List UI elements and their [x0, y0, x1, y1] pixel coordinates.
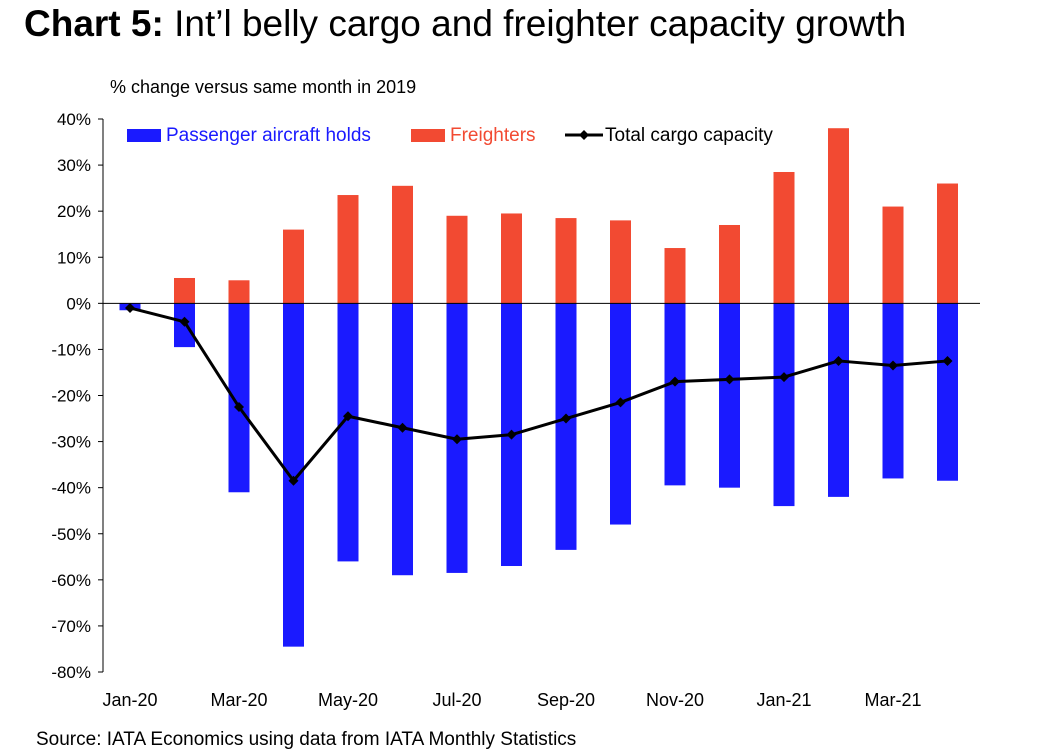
y-tick-label: 20%	[57, 202, 91, 221]
passenger-bar	[555, 303, 577, 550]
y-tick-label: -60%	[51, 571, 91, 590]
y-axis-label: % change versus same month in 2019	[110, 77, 417, 97]
y-tick-label: -40%	[51, 479, 91, 498]
freighter-bar	[828, 128, 849, 304]
passenger-bar	[828, 303, 849, 497]
total-capacity-point	[724, 374, 735, 385]
freighter-bar	[283, 229, 304, 304]
passenger-bar	[773, 303, 795, 507]
total-capacity-point	[779, 372, 789, 383]
freighter-bar	[882, 206, 904, 304]
total-capacity-point	[397, 422, 408, 433]
y-tick-label: -50%	[51, 525, 91, 544]
legend-marker-total	[579, 130, 589, 140]
x-tick-label: Jan-20	[102, 690, 157, 710]
freighter-bar	[664, 248, 686, 304]
total-capacity-point	[179, 316, 190, 327]
legend-label-total: Total cargo capacity	[605, 125, 773, 146]
y-tick-label: 0%	[66, 294, 91, 313]
total-capacity-point	[670, 376, 680, 387]
total-capacity-point	[561, 413, 571, 424]
y-tick-label: -20%	[51, 387, 91, 406]
x-tick-label: Sep-20	[537, 690, 595, 710]
freighter-bar	[228, 280, 250, 304]
chart-title: Chart 5: Int’l belly cargo and freighter…	[24, 2, 906, 46]
freighter-bar	[719, 224, 740, 304]
total-capacity-point	[288, 475, 299, 486]
freighter-bar	[773, 171, 795, 304]
legend-label-freighter: Freighters	[450, 125, 536, 146]
y-tick-label: -30%	[51, 433, 91, 452]
y-tick-label: -70%	[51, 617, 91, 636]
passenger-bar	[337, 303, 359, 562]
total-capacity-line	[129, 306, 948, 483]
total-capacity-point	[506, 429, 517, 440]
y-tick-label: -80%	[51, 663, 91, 682]
y-tick-label: 10%	[57, 248, 91, 267]
freighter-bar	[937, 183, 958, 304]
passenger-bar	[719, 303, 740, 488]
passenger-bar	[937, 303, 958, 481]
y-tick-label: -10%	[51, 340, 91, 359]
legend-label-passenger: Passenger aircraft holds	[166, 125, 371, 146]
y-tick-label: 30%	[57, 156, 91, 175]
x-tick-label: Nov-20	[646, 690, 704, 710]
total-capacity-point	[942, 355, 953, 366]
total-capacity-point	[234, 402, 244, 413]
total-capacity-point	[125, 302, 135, 313]
total-capacity-point	[452, 434, 462, 445]
freighter-bar	[610, 220, 631, 304]
x-tick-label: Jul-20	[432, 690, 481, 710]
passenger-bar	[610, 303, 631, 525]
freighter-bar	[174, 277, 195, 304]
total-capacity-point	[615, 397, 626, 408]
x-tick-label: Mar-21	[864, 690, 921, 710]
chart-title-text: Int’l belly cargo and freighter capacity…	[163, 3, 907, 44]
freighter-bar	[501, 213, 522, 304]
x-tick-label: Jan-21	[756, 690, 811, 710]
x-tick-label: Mar-20	[210, 690, 267, 710]
x-tick-label: May-20	[318, 690, 378, 710]
passenger-bar	[392, 303, 413, 576]
source-note: Source: IATA Economics using data from I…	[36, 729, 577, 750]
legend-swatch-passenger	[127, 129, 161, 142]
freighter-bar	[446, 215, 468, 304]
y-tick-label: 40%	[57, 110, 91, 129]
total-capacity-point	[888, 360, 898, 371]
freighter-bar	[337, 195, 359, 304]
freighter-bar	[555, 218, 577, 304]
freighter-bar	[392, 185, 413, 304]
chart-number: Chart 5:	[24, 3, 164, 44]
passenger-bar	[228, 303, 250, 493]
legend-swatch-freighter	[411, 129, 445, 142]
total-capacity-point	[833, 355, 844, 366]
passenger-bar	[664, 303, 686, 486]
passenger-bar	[882, 303, 904, 479]
passenger-bar	[283, 303, 304, 647]
total-capacity-point	[343, 411, 353, 422]
